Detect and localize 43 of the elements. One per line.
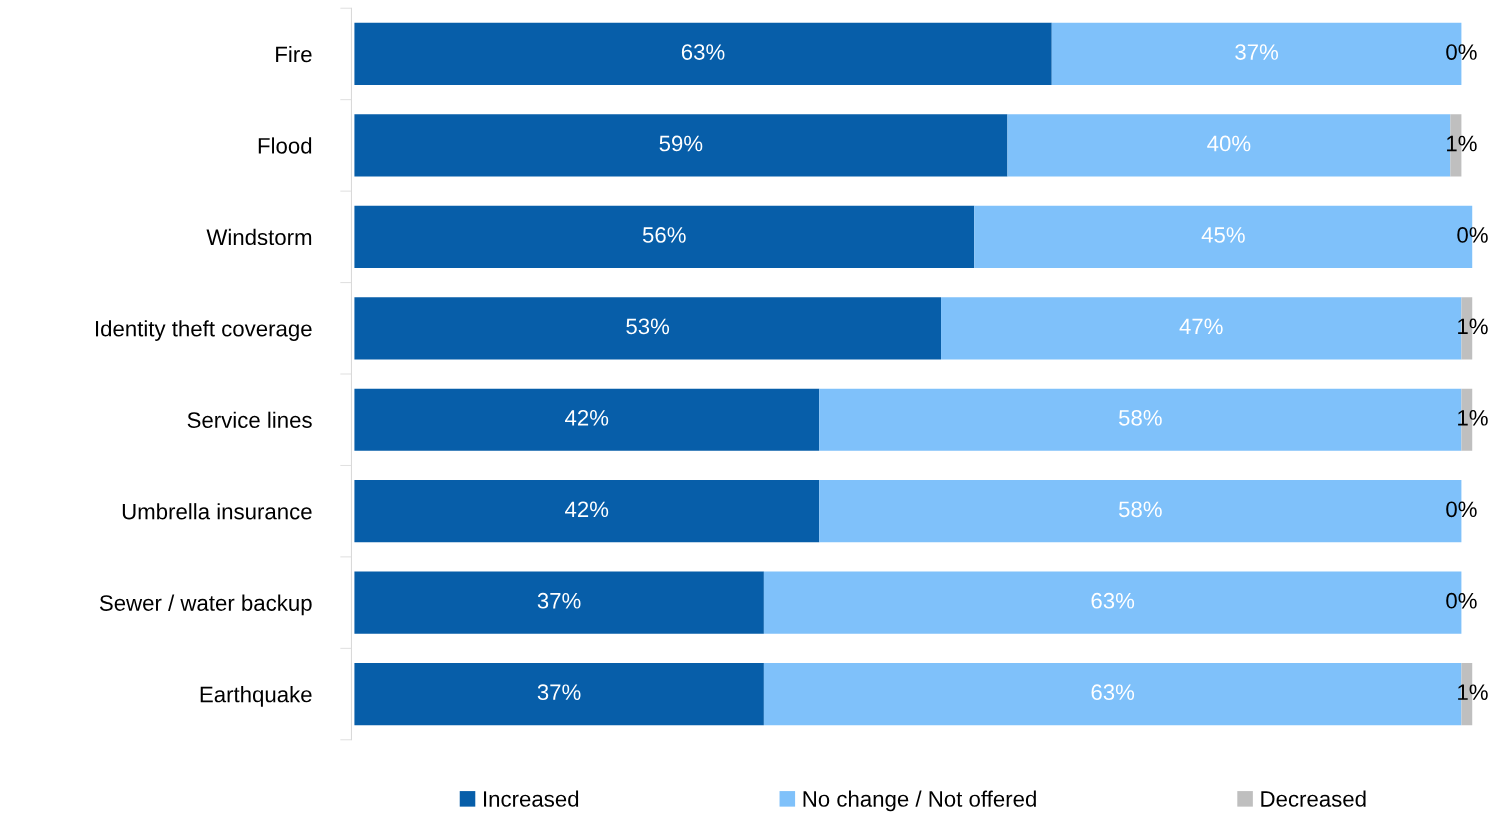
- y-tick-label: Windstorm: [206, 228, 312, 246]
- data-label: 53%: [626, 318, 670, 335]
- data-label: 37%: [1235, 44, 1279, 60]
- data-label: 1%: [1458, 318, 1488, 335]
- y-tick-label: Sewer / water backup: [99, 594, 312, 616]
- legend-label: Increased: [484, 790, 579, 807]
- data-label: 0%: [1446, 592, 1477, 609]
- bar: [354, 22, 1052, 86]
- y-tick-label: Flood: [258, 137, 312, 154]
- data-label: 0%: [1457, 227, 1488, 243]
- y-tick-label: Umbrella insurance: [122, 503, 312, 520]
- y-tick-label: Service lines: [187, 411, 312, 428]
- bar: [354, 388, 820, 451]
- bar: [354, 297, 942, 360]
- data-label: 59%: [659, 135, 703, 152]
- data-label: 63%: [1091, 592, 1135, 609]
- y-tick-label: Fire: [276, 45, 312, 63]
- legend-label: Decreased: [1261, 790, 1366, 807]
- data-label: 47%: [1179, 318, 1223, 335]
- data-label: 58%: [1118, 501, 1162, 518]
- y-tick-label: Identity theft coverage: [95, 320, 312, 341]
- bar: [354, 114, 1008, 177]
- data-label: 63%: [681, 44, 725, 60]
- data-label: 0%: [1446, 501, 1477, 518]
- data-label: 37%: [537, 684, 581, 701]
- data-label: 1%: [1458, 684, 1488, 700]
- y-tick-label: Earthquake: [200, 686, 312, 707]
- bar: [354, 480, 820, 543]
- data-label: 42%: [565, 409, 609, 426]
- bar: [354, 571, 764, 634]
- data-label: 1%: [1458, 410, 1488, 426]
- data-label: 0%: [1446, 44, 1477, 60]
- data-label: 58%: [1118, 409, 1162, 426]
- data-label: 40%: [1207, 135, 1251, 152]
- bar: [354, 205, 975, 268]
- data-label: 56%: [642, 227, 686, 243]
- data-label: 45%: [1201, 227, 1245, 243]
- legend-label: No change / Not offered: [803, 790, 1036, 812]
- bar: [354, 662, 764, 726]
- data-label: 37%: [537, 592, 581, 609]
- data-label: 63%: [1091, 684, 1135, 701]
- data-label: 1%: [1447, 135, 1477, 152]
- data-label: 42%: [565, 501, 609, 518]
